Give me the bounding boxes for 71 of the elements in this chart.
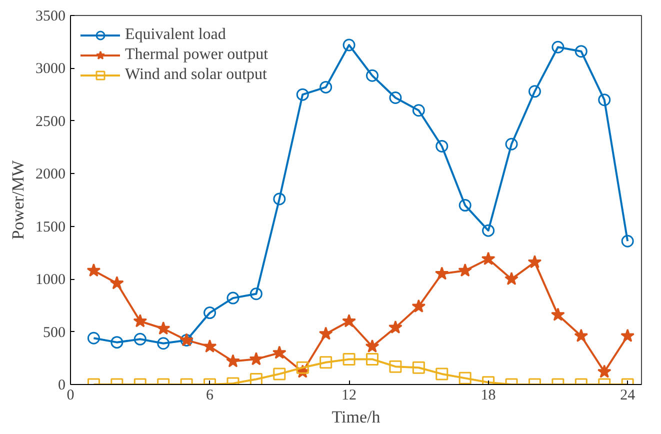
- point: [620, 328, 635, 342]
- point: [412, 299, 426, 312]
- point: [458, 372, 472, 384]
- point: [458, 199, 472, 212]
- point: [574, 328, 588, 342]
- point: [434, 266, 449, 280]
- point: [504, 272, 518, 286]
- x-tick-label: 18: [480, 388, 496, 404]
- x-tick-label: 6: [206, 388, 214, 404]
- y-tick-label: 3500: [36, 8, 66, 24]
- point: [481, 252, 496, 266]
- point: [86, 263, 101, 277]
- point: [110, 336, 124, 349]
- point: [412, 104, 425, 117]
- point: [621, 234, 634, 248]
- point: [436, 140, 448, 152]
- point: [574, 45, 588, 58]
- x-axis-title: Time/h: [332, 408, 381, 426]
- point: [320, 356, 332, 369]
- point: [296, 88, 309, 101]
- legend-label: Thermal power output: [125, 46, 268, 64]
- point: [528, 85, 541, 98]
- point: [202, 339, 217, 353]
- point: [342, 38, 356, 52]
- point: [156, 321, 170, 335]
- x-tick-label: 24: [620, 388, 636, 404]
- point: [273, 192, 286, 206]
- point: [320, 80, 332, 94]
- point: [597, 364, 612, 378]
- point: [389, 360, 402, 373]
- point: [110, 276, 124, 290]
- y-tick-label: 2000: [36, 166, 66, 183]
- point: [226, 354, 240, 368]
- point: [272, 346, 286, 359]
- point: [388, 320, 402, 334]
- point: [366, 69, 378, 82]
- point: [528, 254, 542, 268]
- point: [296, 361, 309, 374]
- point: [412, 361, 425, 374]
- y-tick-label: 0: [58, 378, 66, 394]
- point: [134, 332, 146, 346]
- y-tick-label: 3000: [36, 61, 66, 78]
- point: [226, 292, 240, 304]
- y-tick-label: 1500: [36, 219, 66, 236]
- point: [273, 368, 286, 380]
- point: [436, 368, 448, 380]
- point: [250, 288, 262, 300]
- y-tick-label: 500: [43, 324, 66, 341]
- point: [482, 224, 495, 237]
- y-tick-label: 2500: [36, 114, 66, 130]
- point: [204, 306, 216, 320]
- y-axis-title: Power/MW: [8, 159, 28, 240]
- point: [318, 326, 333, 340]
- point: [366, 352, 378, 366]
- point: [598, 94, 611, 106]
- point: [87, 332, 100, 344]
- y-tick-label: 1000: [36, 272, 66, 288]
- x-tick-label: 12: [342, 388, 357, 404]
- point: [552, 40, 564, 54]
- legend-label: Equivalent load: [125, 26, 226, 44]
- point: [458, 263, 472, 277]
- point: [342, 314, 356, 328]
- point: [551, 308, 565, 321]
- point: [249, 352, 264, 366]
- point: [389, 91, 402, 104]
- point: [342, 352, 356, 366]
- point: [505, 138, 518, 150]
- point: [157, 337, 170, 350]
- legend-label: Wind and solar output: [125, 66, 267, 84]
- point: [365, 339, 380, 353]
- point: [133, 314, 148, 328]
